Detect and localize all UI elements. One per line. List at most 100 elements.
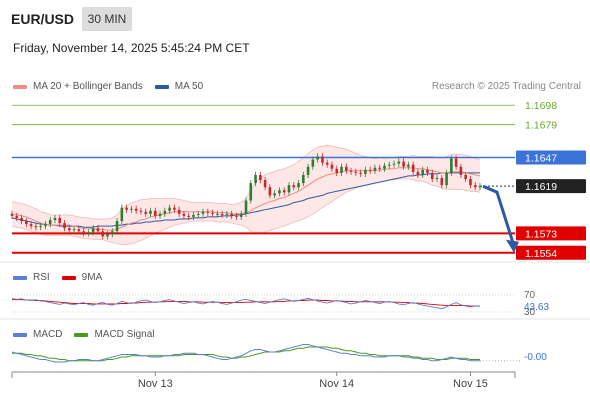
- candle-body: [34, 226, 38, 228]
- candle-body: [58, 217, 62, 224]
- rsi-ma9-legend-swatch: [61, 275, 76, 280]
- chart-header: EUR/USD 30 MIN: [0, 0, 590, 40]
- rsi-ma9-line: [12, 299, 480, 307]
- macd-signal-legend-label: MACD Signal: [94, 329, 155, 340]
- macd-legend-label: MACD: [33, 329, 63, 340]
- candle-body: [273, 193, 276, 196]
- candle-body: [359, 172, 362, 174]
- level-tag-1.1619: [516, 179, 586, 194]
- rsi-legend: RSI 9MA: [13, 272, 114, 283]
- candle-body: [120, 207, 124, 222]
- candle-body: [325, 162, 329, 165]
- candle-body: [354, 171, 358, 173]
- rsi-line: [11, 297, 481, 310]
- candle-body: [306, 166, 310, 175]
- time-tick-label: Nov 13: [138, 378, 173, 390]
- candle-body: [20, 217, 23, 222]
- bollinger-band-area: [12, 145, 480, 245]
- candle-body: [244, 200, 248, 214]
- candle-body: [383, 165, 386, 169]
- candle-body: [459, 166, 463, 175]
- rsi-last-label: 43.63: [524, 302, 549, 313]
- candle-body: [77, 229, 81, 232]
- candle-body: [282, 190, 286, 193]
- macd-signal-line: [12, 346, 480, 362]
- symbol-label: EUR/USD: [11, 11, 75, 27]
- candle-body: [220, 213, 224, 215]
- candle-body: [87, 232, 90, 234]
- candle-body: [344, 166, 348, 171]
- candle-body: [473, 185, 477, 188]
- candle-body: [378, 167, 382, 169]
- candle-body: [101, 231, 105, 237]
- candle-body: [187, 215, 190, 217]
- candle-body: [158, 213, 162, 216]
- level-label-1.1679: 1.1679: [525, 120, 557, 132]
- candle-body: [421, 169, 424, 175]
- candle-body: [397, 161, 401, 164]
- candle-body: [110, 231, 114, 235]
- candle-body: [435, 177, 439, 180]
- candle-body: [216, 213, 219, 215]
- price-legend: MA 20 + Bollinger Bands MA 50: [13, 81, 215, 92]
- candle-body: [426, 169, 429, 173]
- datetime-label: Friday, November 14, 2025 5:45:24 PM CET: [13, 41, 250, 55]
- level-label-1.1554: 1.1554: [525, 248, 557, 260]
- candle-body: [464, 174, 467, 180]
- candle-body: [125, 207, 128, 210]
- candle-body: [130, 208, 133, 210]
- candle-body: [211, 212, 214, 214]
- candle-body: [450, 158, 453, 173]
- candle-body: [63, 223, 66, 229]
- candle-body: [239, 213, 243, 217]
- rsi-ma9-legend-label: 9MA: [81, 272, 103, 283]
- candle-body: [302, 174, 305, 184]
- candle-body: [192, 214, 195, 217]
- level-label-1.1619: 1.1619: [525, 181, 557, 193]
- candle-body: [168, 207, 171, 211]
- candle-body: [445, 172, 448, 186]
- level-label-1.1573: 1.1573: [525, 228, 557, 240]
- candle-body: [349, 170, 353, 172]
- candle-body: [96, 228, 100, 232]
- candle-body: [316, 156, 319, 160]
- level-label-1.1698: 1.1698: [525, 100, 557, 112]
- candle-body: [292, 185, 296, 188]
- candle-body: [10, 213, 14, 216]
- candle-body: [39, 226, 42, 228]
- candle-body: [330, 164, 334, 169]
- candle-body: [259, 174, 262, 181]
- candle-body: [416, 171, 420, 175]
- candle-body: [53, 217, 57, 220]
- candle-body: [144, 211, 148, 214]
- candle-body: [263, 180, 267, 188]
- candle-body: [106, 234, 109, 237]
- level-label-1.1647: 1.1647: [525, 152, 557, 164]
- candle-body: [392, 163, 396, 165]
- rsi-level-label-70: 70: [524, 290, 536, 301]
- candle-body: [115, 221, 119, 232]
- candle-body: [387, 164, 391, 166]
- candle-body: [278, 190, 281, 194]
- candle-body: [139, 210, 143, 212]
- candle-body: [364, 169, 367, 174]
- candle-body: [430, 172, 434, 180]
- bollinger-lower-line: [11, 178, 481, 246]
- candle-body: [29, 224, 33, 227]
- candle-body: [340, 166, 343, 173]
- level-tag-1.1554: [516, 245, 586, 260]
- candle-body: [268, 187, 272, 196]
- candle-body: [411, 164, 415, 172]
- candle-body: [402, 161, 405, 167]
- candle-body: [287, 185, 291, 193]
- timeframe-badge[interactable]: 30 MIN: [82, 7, 132, 31]
- candle-body: [82, 231, 85, 234]
- candle-body: [182, 213, 186, 216]
- research-credit: Research © 2025 Trading Central: [431, 81, 581, 92]
- price-panel: 1.1698 1.1679 1.1647 1.1619 1.1573 1.1554: [0, 100, 590, 263]
- macd-signal-legend-swatch: [74, 332, 89, 337]
- rsi-legend-label: RSI: [33, 272, 50, 283]
- candle-body: [173, 207, 176, 210]
- rsi-level-label-30: 30: [524, 307, 536, 318]
